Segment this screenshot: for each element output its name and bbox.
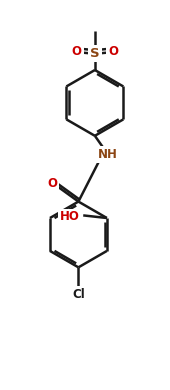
Text: O: O — [72, 45, 82, 58]
Text: Cl: Cl — [72, 288, 85, 301]
Text: O: O — [47, 177, 57, 190]
Text: NH: NH — [97, 148, 117, 161]
Text: S: S — [90, 47, 100, 60]
Text: O: O — [108, 45, 118, 58]
Text: HO: HO — [59, 210, 79, 223]
